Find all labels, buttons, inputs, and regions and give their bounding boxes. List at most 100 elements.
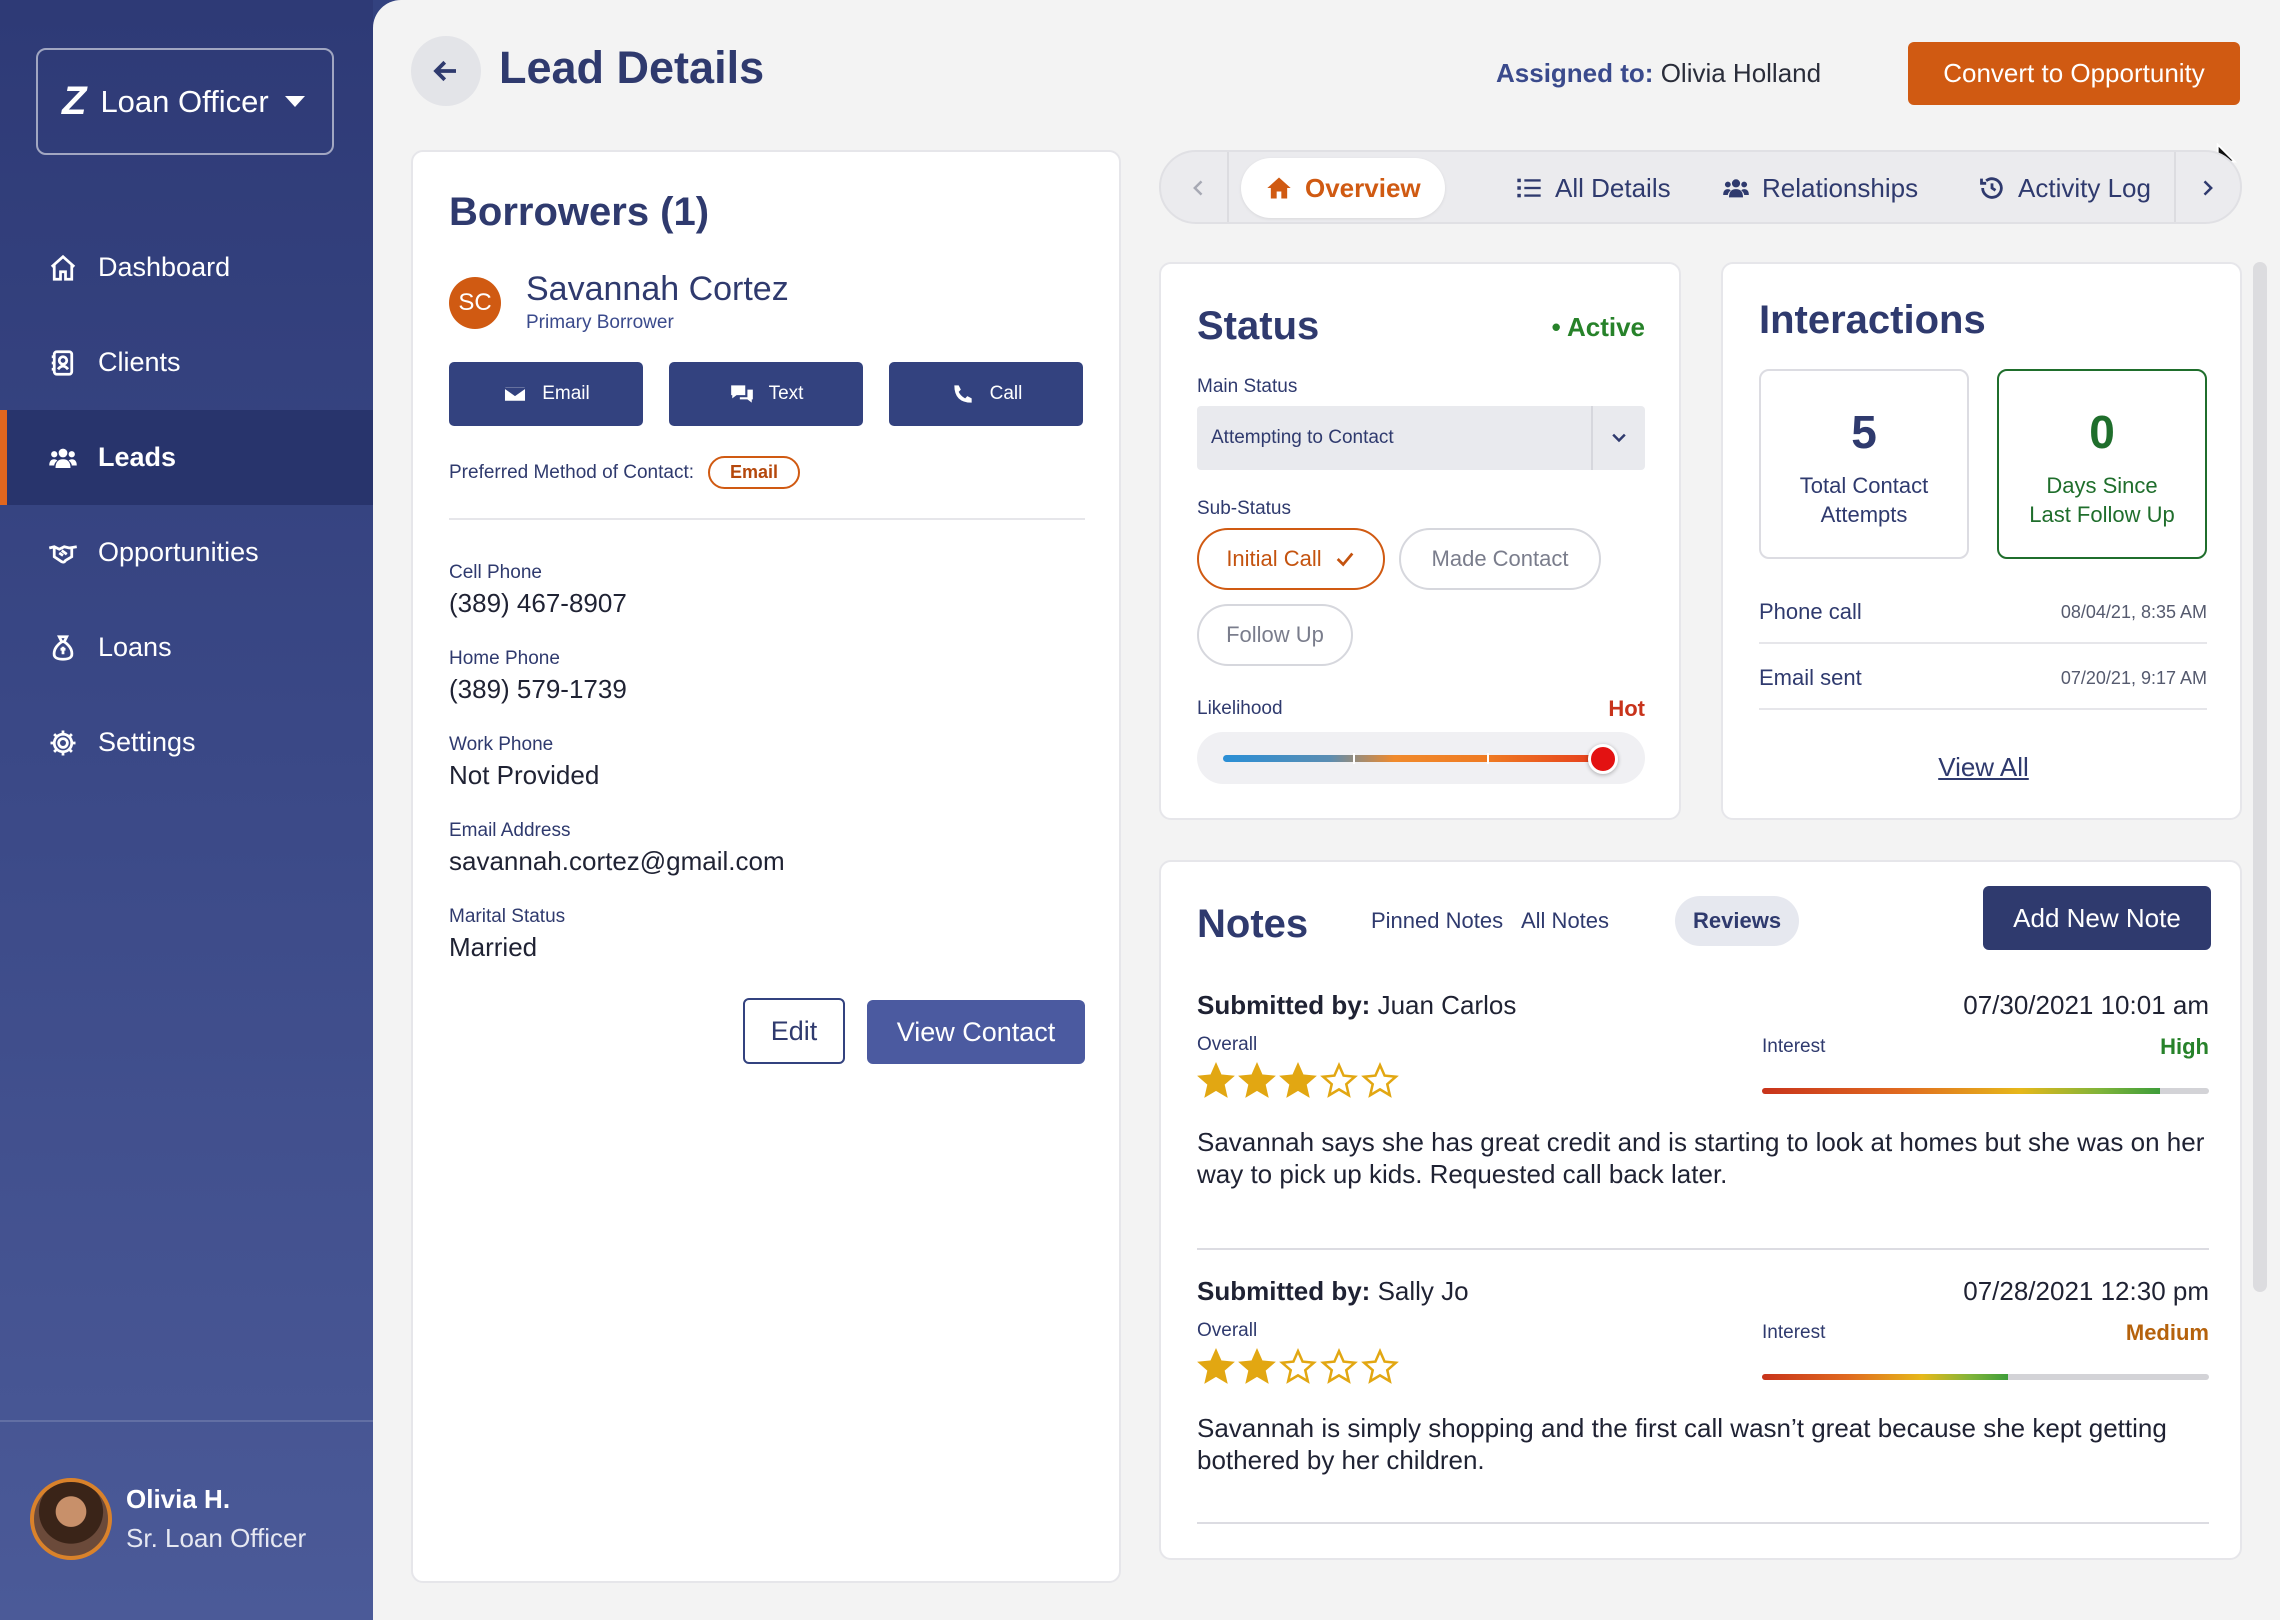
sidebar-item-leads[interactable]: Leads: [0, 410, 373, 505]
preferred-contact-badge: Email: [708, 456, 801, 489]
view-contact-button[interactable]: View Contact: [867, 1000, 1085, 1064]
note-datetime: 07/30/2021 10:01 am: [1963, 990, 2209, 1020]
convert-to-opportunity-button[interactable]: Convert to Opportunity: [1908, 42, 2240, 105]
borrower-initials-avatar: SC: [449, 277, 501, 329]
tab-overview[interactable]: Overview: [1241, 158, 1445, 218]
tab-activity-log[interactable]: Activity Log: [1954, 158, 2175, 218]
note-text: Savannah says she has great credit and i…: [1197, 1127, 2205, 1189]
chip-label: Follow Up: [1226, 622, 1324, 647]
divider: [1197, 1248, 2209, 1250]
cell-phone-value: (389) 467-8907: [449, 588, 627, 618]
scrollbar-thumb[interactable]: [2253, 262, 2267, 1292]
history-icon: [1980, 177, 2003, 199]
handshake-icon: [48, 544, 77, 564]
sidebar-divider: [0, 1420, 373, 1422]
likelihood-fill: [1223, 755, 1604, 762]
edit-button[interactable]: Edit: [743, 998, 845, 1064]
assigned-name: Olivia Holland: [1660, 58, 1822, 88]
interest-bar-fill: [1762, 1374, 2008, 1380]
view-all-link[interactable]: View All: [1938, 752, 2029, 782]
note-item: Submitted by: Juan Carlos 07/30/2021 10:…: [1197, 990, 2209, 1190]
notes-tab-pinned[interactable]: Pinned Notes: [1371, 908, 1504, 933]
likelihood-slider[interactable]: [1197, 732, 1645, 784]
sidebar-item-dashboard[interactable]: Dashboard: [0, 220, 373, 315]
marital-status-label: Marital Status: [449, 906, 566, 927]
sidebar-nav: Dashboard Clients Leads Opportunities Lo…: [0, 220, 373, 790]
interaction-datetime: 07/20/21, 9:17 AM: [2060, 667, 2207, 688]
avatar: [30, 1478, 112, 1560]
interest-label: Interest: [1762, 1036, 1826, 1057]
star-outline-icon: [1361, 1062, 1399, 1098]
tabs-separator: [1227, 152, 1229, 222]
note-text: Savannah is simply shopping and the firs…: [1197, 1413, 2167, 1475]
status-badge: • Active: [1551, 312, 1645, 342]
tabs-scroll-right-button[interactable]: [2187, 168, 2227, 208]
role-switcher[interactable]: Z Loan Officer: [36, 48, 334, 155]
sidebar-item-opportunities[interactable]: Opportunities: [0, 505, 373, 600]
stat-value: 0: [2089, 406, 2115, 458]
tabs-scroll-left-button[interactable]: [1179, 168, 1219, 208]
page-title: Lead Details: [499, 42, 765, 93]
divider: [449, 518, 1085, 520]
submitted-label: Submitted by:: [1197, 990, 1371, 1020]
sidebar-item-loans[interactable]: Loans: [0, 600, 373, 695]
star-filled-icon: [1279, 1062, 1317, 1098]
notes-tab-all[interactable]: All Notes: [1521, 908, 1610, 933]
caret-down-icon: [284, 96, 305, 107]
profile-name: Olivia H.: [126, 1484, 231, 1514]
marital-status-value: Married: [449, 932, 538, 962]
tab-relationships[interactable]: Relationships: [1698, 158, 1942, 218]
sidebar-item-label: Loans: [98, 632, 172, 662]
interactions-card: Interactions 5 Total Contact Attempts 0 …: [1721, 262, 2242, 820]
email-button-label: Email: [542, 383, 590, 404]
total-contact-attempts-stat: 5 Total Contact Attempts: [1759, 369, 1969, 559]
likelihood-slider-thumb[interactable]: [1588, 744, 1619, 774]
note-item: Submitted by: Sally Jo 07/28/2021 12:30 …: [1197, 1276, 2209, 1476]
sidebar-item-label: Dashboard: [98, 252, 231, 282]
star-outline-icon: [1279, 1348, 1317, 1384]
status-card: Status • Active Main Status Attempting t…: [1159, 262, 1681, 820]
call-button[interactable]: Call: [889, 362, 1083, 426]
notes-card: Notes Pinned Notes All Notes Reviews Add…: [1159, 860, 2242, 1560]
tab-all-details[interactable]: All Details: [1491, 158, 1695, 218]
add-new-note-button[interactable]: Add New Note: [1983, 886, 2211, 950]
sidebar-item-settings[interactable]: Settings: [0, 695, 373, 790]
envelope-icon: [503, 385, 527, 403]
tabs-separator: [2174, 152, 2176, 222]
borrowers-card: Borrowers (1) SC Savannah Cortez Primary…: [411, 150, 1121, 1583]
user-profile[interactable]: Olivia H. Sr. Loan Officer: [30, 1478, 306, 1560]
sub-status-made-contact[interactable]: Made Contact: [1399, 528, 1601, 590]
back-button[interactable]: [411, 36, 481, 106]
scrollbar[interactable]: [2253, 262, 2267, 1620]
interaction-row[interactable]: Email sent 07/20/21, 9:17 AM: [1759, 648, 2207, 710]
sub-status-initial-call[interactable]: Initial Call: [1197, 528, 1385, 590]
note-submitter: Submitted by: Sally Jo: [1197, 1276, 1469, 1307]
star-rating: [1197, 1348, 1402, 1386]
interest-bar: [1762, 1374, 2209, 1380]
notes-tab-reviews[interactable]: Reviews: [1675, 896, 1800, 946]
users-icon: [1723, 179, 1749, 198]
preferred-contact-label: Preferred Method of Contact:: [449, 461, 695, 483]
dropdown-toggle[interactable]: [1591, 406, 1645, 470]
overall-label: Overall: [1197, 1034, 1258, 1055]
interaction-row[interactable]: Phone call 08/04/21, 8:35 AM: [1759, 582, 2207, 644]
text-button-label: Text: [768, 383, 804, 404]
work-phone-value: Not Provided: [449, 760, 600, 790]
interest-bar-fill: [1762, 1088, 2160, 1094]
sub-status-follow-up[interactable]: Follow Up: [1197, 604, 1353, 666]
notes-title: Notes: [1197, 902, 1309, 946]
email-address-label: Email Address: [449, 820, 571, 841]
chevron-right-icon: [2203, 180, 2213, 196]
interest-level: High: [2160, 1034, 2209, 1059]
text-button[interactable]: Text: [669, 362, 863, 426]
interactions-title: Interactions: [1759, 298, 1986, 342]
sub-status-label: Sub-Status: [1197, 498, 1291, 519]
divider: [1197, 1522, 2209, 1524]
note-author: Sally Jo: [1377, 1276, 1469, 1306]
overall-label: Overall: [1197, 1320, 1258, 1341]
sidebar-item-clients[interactable]: Clients: [0, 315, 373, 410]
email-button[interactable]: Email: [449, 362, 643, 426]
main-status-value: Attempting to Contact: [1211, 427, 1394, 448]
interaction-type: Phone call: [1759, 599, 1862, 624]
main-status-select[interactable]: Attempting to Contact: [1197, 406, 1645, 470]
